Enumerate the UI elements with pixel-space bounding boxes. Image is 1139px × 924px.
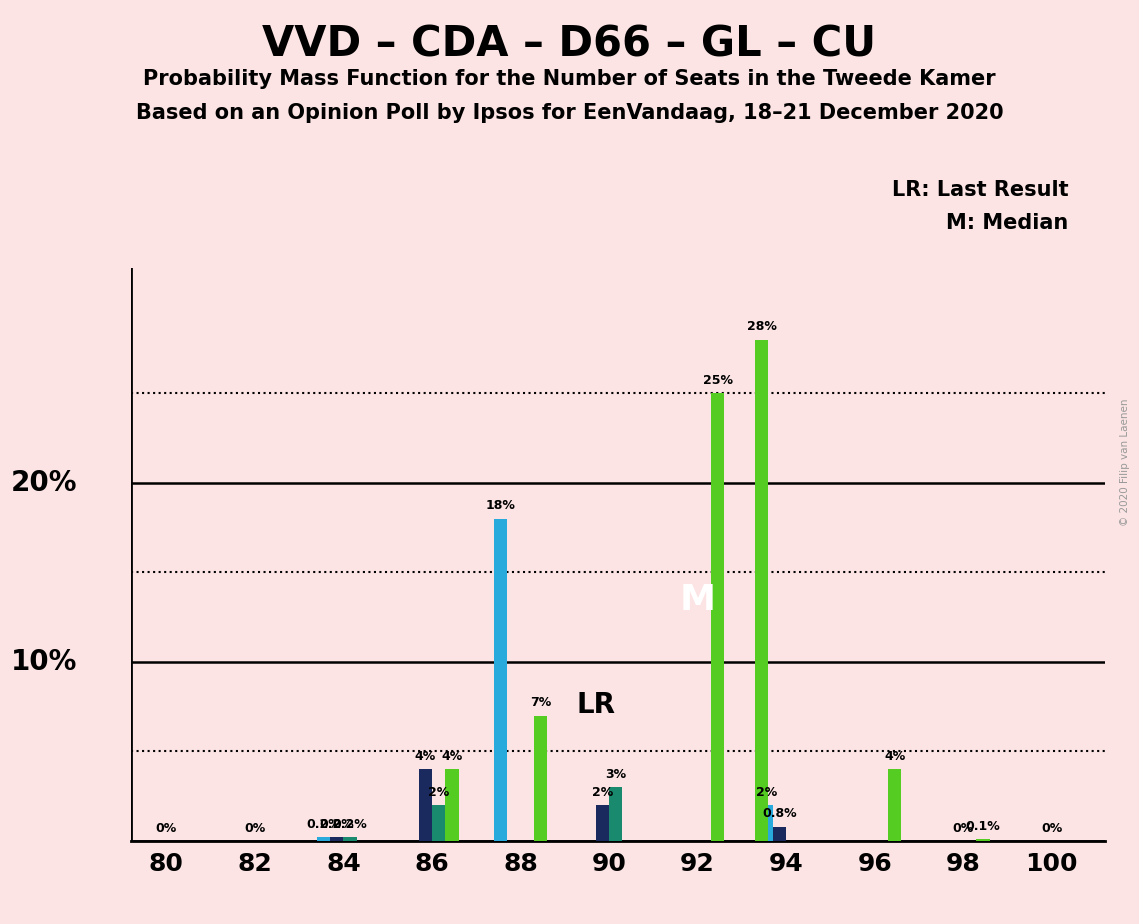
Text: 0%: 0%	[952, 821, 974, 834]
Text: 2%: 2%	[755, 785, 777, 798]
Text: 18%: 18%	[485, 499, 516, 512]
Text: 0%: 0%	[156, 821, 177, 834]
Text: 28%: 28%	[747, 321, 777, 334]
Bar	[596, 805, 609, 841]
Text: LR: LR	[576, 691, 615, 719]
Text: Probability Mass Function for the Number of Seats in the Tweede Kamer: Probability Mass Function for the Number…	[144, 69, 995, 90]
Text: 4%: 4%	[441, 750, 462, 763]
Text: 4%: 4%	[415, 750, 436, 763]
Text: 0.1%: 0.1%	[966, 820, 1000, 833]
Text: 0.8%: 0.8%	[762, 808, 797, 821]
Bar	[344, 837, 357, 841]
Text: 2%: 2%	[592, 785, 613, 798]
Text: 10%: 10%	[11, 648, 77, 675]
Text: 2%: 2%	[428, 785, 449, 798]
Text: 0%: 0%	[1041, 821, 1063, 834]
Bar	[419, 769, 432, 841]
Bar	[773, 826, 786, 841]
Bar	[445, 769, 459, 841]
Text: © 2020 Filip van Laenen: © 2020 Filip van Laenen	[1121, 398, 1130, 526]
Bar	[534, 715, 547, 841]
Text: 7%: 7%	[530, 697, 551, 710]
Bar	[609, 787, 622, 841]
Bar	[976, 839, 990, 841]
Text: VVD – CDA – D66 – GL – CU: VVD – CDA – D66 – GL – CU	[262, 23, 877, 65]
Bar	[888, 769, 901, 841]
Text: 0.2%: 0.2%	[306, 818, 341, 831]
Bar	[755, 340, 769, 841]
Bar	[317, 837, 330, 841]
Text: LR: Last Result: LR: Last Result	[892, 180, 1068, 201]
Text: Based on an Opinion Poll by Ipsos for EenVandaag, 18–21 December 2020: Based on an Opinion Poll by Ipsos for Ee…	[136, 103, 1003, 124]
Bar	[494, 518, 507, 841]
Text: M: M	[680, 583, 715, 617]
Bar	[432, 805, 445, 841]
Text: 0.2%: 0.2%	[333, 818, 368, 831]
Text: 4%: 4%	[884, 750, 906, 763]
Bar	[330, 837, 344, 841]
Bar	[760, 805, 773, 841]
Text: 0%: 0%	[244, 821, 265, 834]
Text: 0.2%: 0.2%	[319, 818, 354, 831]
Text: 20%: 20%	[11, 468, 77, 497]
Text: 25%: 25%	[703, 374, 732, 387]
Bar	[711, 394, 724, 841]
Text: 3%: 3%	[605, 768, 626, 781]
Text: M: Median: M: Median	[947, 213, 1068, 233]
